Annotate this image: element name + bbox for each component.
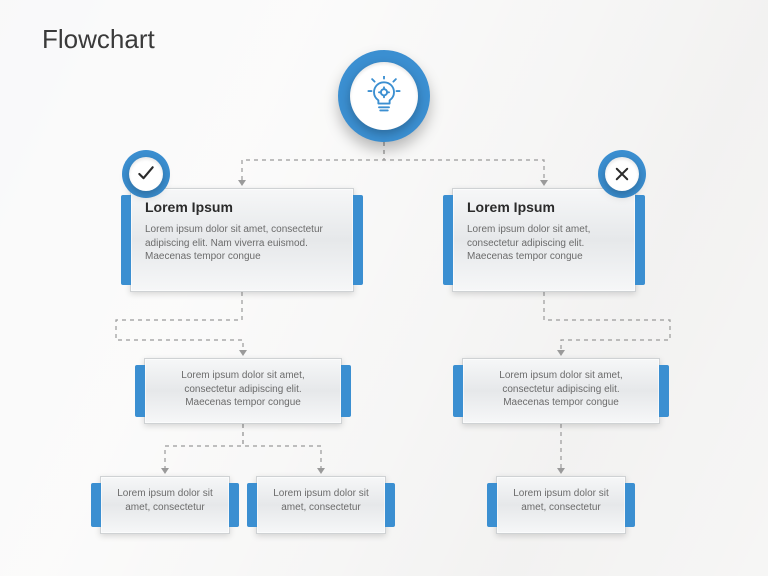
box-body: Lorem ipsum dolor sit amet, consectetur [101, 477, 229, 524]
box-right-top: Lorem Ipsum Lorem ipsum dolor sit amet, … [452, 188, 636, 292]
box-body: Lorem ipsum dolor sit amet, consectetur … [145, 359, 341, 420]
box-left-top: Lorem Ipsum Lorem ipsum dolor sit amet, … [130, 188, 354, 292]
box-body: Lorem ipsum dolor sit amet, consectetur … [131, 219, 353, 276]
box-body: Lorem ipsum dolor sit amet, consectetur [257, 477, 385, 524]
cross-icon [613, 165, 631, 183]
flowchart-stage: Flowchart [0, 0, 768, 576]
box-body: Lorem ipsum dolor sit amet, consectetur … [463, 359, 659, 420]
root-idea-circle [338, 50, 430, 142]
box-bottom-right: Lorem ipsum dolor sit amet, consectetur [496, 476, 626, 534]
box-body: Lorem ipsum dolor sit amet, consectetur [497, 477, 625, 524]
box-heading: Lorem Ipsum [131, 189, 353, 219]
box-right-mid: Lorem ipsum dolor sit amet, consectetur … [462, 358, 660, 424]
yes-badge [122, 150, 170, 198]
box-left-mid: Lorem ipsum dolor sit amet, consectetur … [144, 358, 342, 424]
check-icon [136, 164, 156, 184]
no-badge [598, 150, 646, 198]
lightbulb-icon [364, 76, 404, 116]
page-title: Flowchart [42, 24, 155, 55]
box-body: Lorem ipsum dolor sit amet, consectetur … [453, 219, 635, 276]
box-bottom-left-b: Lorem ipsum dolor sit amet, consectetur [256, 476, 386, 534]
box-bottom-left-a: Lorem ipsum dolor sit amet, consectetur [100, 476, 230, 534]
